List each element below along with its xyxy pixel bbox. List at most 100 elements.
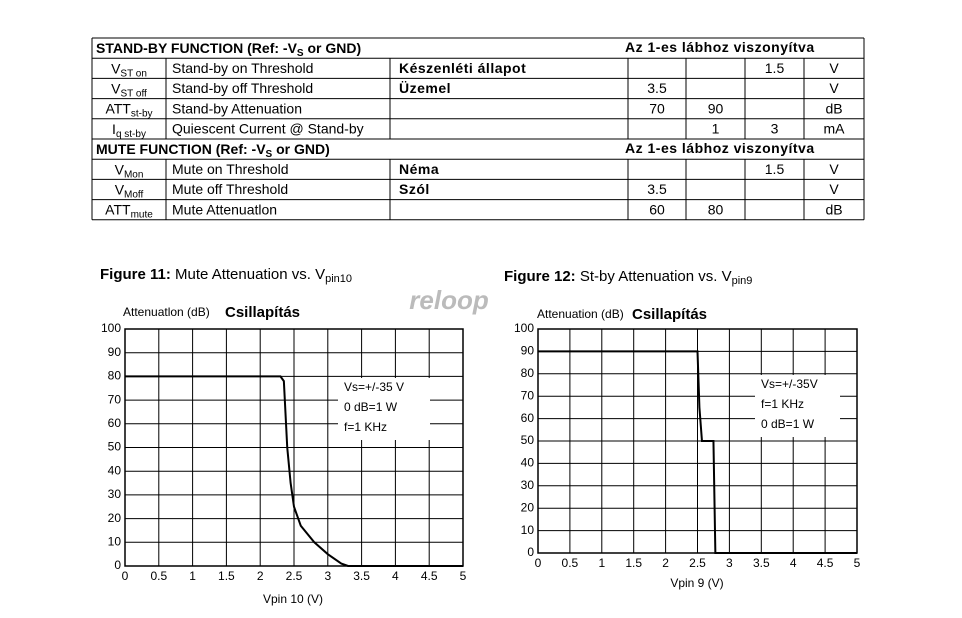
symbol-sub: Mon (124, 169, 143, 180)
annotation-box (338, 378, 430, 440)
symbol: VMon (115, 161, 144, 180)
note: Néma (399, 161, 439, 177)
section-title-part: or GND) (272, 141, 330, 157)
parameter: Stand-by on Threshold (172, 60, 313, 76)
parameter: Mute Attenuatlon (172, 201, 277, 217)
annotation: f=1 KHz (344, 420, 387, 434)
x-tick-label: 3.5 (753, 556, 770, 570)
x-tick-label: 0 (122, 569, 129, 583)
symbol: ATTmute (105, 201, 153, 220)
y-tick-label: 60 (108, 416, 122, 430)
y-tick-label: 50 (108, 440, 122, 454)
x-tick-label: 5 (460, 569, 467, 583)
note: Készenléti állapot (399, 60, 526, 76)
y-axis-label-hu: Csillapítás (225, 304, 300, 321)
y-tick-label: 90 (108, 345, 122, 359)
x-tick-label: 0 (535, 556, 542, 570)
cell-max: 3 (771, 121, 779, 137)
x-tick-label: 3 (726, 556, 733, 570)
cell-max: 1.5 (765, 161, 785, 177)
cell-min: 3.5 (647, 80, 667, 96)
x-tick-label: 2.5 (689, 556, 706, 570)
annotation: Vs=+/-35 V (344, 380, 404, 394)
x-tick-label: 5 (854, 556, 861, 570)
y-tick-label: 40 (521, 456, 535, 470)
curve (125, 375, 463, 567)
parameter: Mute on Threshold (172, 161, 288, 177)
symbol-main: I (112, 121, 116, 137)
note: Üzemel (399, 80, 451, 96)
y-tick-label: 50 (521, 433, 535, 447)
x-tick-label: 4.5 (421, 569, 438, 583)
cell-typ: 1 (712, 121, 720, 137)
y-tick-label: 30 (521, 478, 535, 492)
parameter: Mute off Threshold (172, 181, 288, 197)
figure-text: St-by Attenuation vs. V (576, 268, 732, 285)
y-tick-label: 10 (521, 523, 535, 537)
figure-sub: pin9 (732, 275, 753, 287)
symbol-main: V (115, 181, 125, 197)
x-tick-label: 4 (790, 556, 797, 570)
figure-label: Figure 12: (504, 268, 576, 285)
parameter: Stand-by Attenuation (172, 100, 302, 116)
x-tick-label: 1 (189, 569, 196, 583)
plot-frame (124, 328, 464, 567)
parameter: Quiescent Current @ Stand-by (172, 121, 364, 137)
cell-unit: V (829, 80, 839, 96)
y-tick-label: 40 (108, 463, 122, 477)
y-tick-label: 60 (521, 411, 535, 425)
x-tick-label: 0.5 (562, 556, 579, 570)
figure-text: Mute Attenuation vs. V (171, 266, 325, 283)
symbol-sub: q st-by (116, 129, 146, 140)
symbol-main: V (111, 60, 121, 76)
section-note: Az 1-es lábhoz viszonyítva (625, 39, 815, 55)
annotation: 0 dB=1 W (761, 417, 815, 431)
symbol-sub: Moff (124, 189, 143, 200)
cell-min: 60 (649, 201, 665, 217)
section-note: Az 1-es lábhoz viszonyítva (625, 140, 815, 156)
x-tick-label: 2 (257, 569, 264, 583)
symbol-sub: ST on (120, 68, 147, 79)
figure-sub: pin10 (325, 273, 352, 285)
symbol: ATTst-by (105, 100, 152, 119)
x-tick-label: 4 (392, 569, 399, 583)
cell-min: 70 (649, 100, 665, 116)
cell-unit: V (829, 161, 839, 177)
section-title: STAND-BY FUNCTION (Ref: -VS or GND) (96, 40, 361, 59)
y-tick-label: 90 (521, 344, 535, 358)
parameter: Stand-by off Threshold (172, 80, 313, 96)
y-tick-label: 0 (527, 545, 534, 559)
symbol-sub: mute (131, 209, 154, 220)
x-axis-label: Vpin 9 (V) (670, 576, 723, 590)
x-tick-label: 2.5 (286, 569, 303, 583)
figure-title: Figure 11: Mute Attenuation vs. Vpin10 (100, 266, 352, 285)
section-title-part: MUTE FUNCTION (Ref: -V (96, 141, 266, 157)
section-title: MUTE FUNCTION (Ref: -VS or GND) (96, 141, 330, 160)
y-tick-label: 20 (521, 500, 535, 514)
symbol-main: V (115, 161, 125, 177)
x-tick-label: 1 (598, 556, 605, 570)
symbol-main: V (111, 80, 121, 96)
y-tick-label: 80 (521, 366, 535, 380)
cell-unit: mA (824, 121, 846, 137)
y-tick-label: 20 (108, 511, 122, 525)
section-title-part: S (297, 48, 304, 59)
x-tick-label: 4.5 (817, 556, 834, 570)
annotation: Vs=+/-35V (761, 377, 818, 391)
x-tick-label: 1.5 (218, 569, 235, 583)
symbol-main: ATT (105, 100, 131, 116)
symbol: VST on (111, 60, 147, 79)
y-axis-label: Attenuatlon (dB) (123, 305, 210, 319)
symbol: VST off (111, 80, 147, 99)
y-axis-label: Attenuation (dB) (537, 307, 624, 321)
cell-unit: dB (825, 201, 842, 217)
y-axis-label-hu: Csillapítás (632, 306, 707, 323)
symbol-sub: st-by (131, 108, 153, 119)
x-tick-label: 3.5 (353, 569, 370, 583)
cell-unit: V (829, 60, 839, 76)
y-tick-label: 70 (521, 388, 535, 402)
y-tick-label: 100 (101, 321, 121, 335)
y-tick-label: 100 (514, 321, 534, 335)
